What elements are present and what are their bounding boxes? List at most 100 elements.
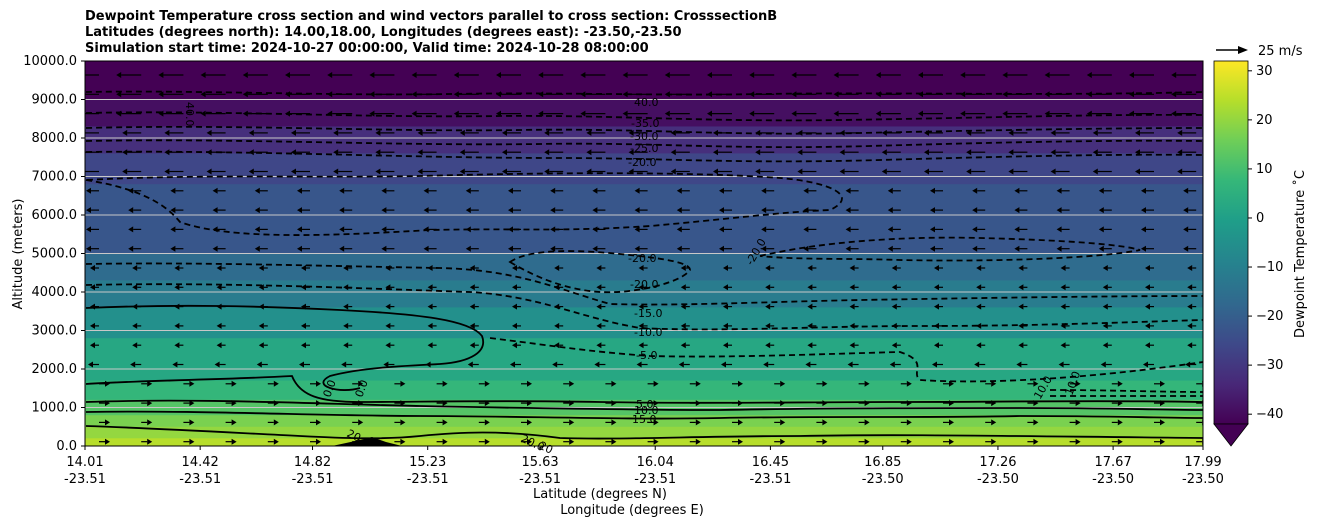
wind-arrow — [833, 72, 859, 78]
wind-arrow — [301, 342, 310, 349]
wind-arrow — [427, 303, 437, 310]
dewpoint-band — [85, 380, 1203, 401]
colorbar-tick-label: −10 — [1256, 260, 1283, 275]
wind-arrow — [1154, 438, 1165, 445]
wind-arrow — [216, 342, 226, 349]
x-tick-label-lat: 14.01 — [66, 455, 103, 470]
x-tick-label-lat: 16.45 — [752, 455, 789, 470]
wind-arrow — [375, 129, 395, 136]
wind-arrow — [459, 149, 479, 156]
wind-key-label: 25 m/s — [1258, 44, 1303, 59]
x-tick-label-lon: -23.51 — [407, 472, 449, 487]
y-tick-label: 8000.0 — [32, 131, 78, 146]
contour-label: -20.0 — [628, 156, 656, 169]
wind-arrow — [459, 129, 479, 136]
wind-arrow — [469, 284, 479, 291]
wind-arrow — [723, 265, 732, 271]
wind-arrow — [1056, 187, 1070, 194]
wind-arrow — [605, 380, 617, 387]
wind-arrow — [689, 419, 701, 426]
wind-arrow — [1135, 168, 1154, 175]
x-axis: 14.01 -23.51 14.42 -23.51 14.82 -23.51 15.23 -2… — [64, 446, 1224, 487]
wind-arrow — [1014, 207, 1028, 214]
wind-arrow — [605, 438, 617, 445]
wind-arrow — [1129, 72, 1154, 78]
contour-label: -20.0 — [628, 252, 656, 265]
wind-arrow — [976, 342, 986, 349]
wind-arrow — [469, 303, 479, 310]
wind-arrow — [297, 207, 310, 214]
wind-arrow — [849, 303, 859, 310]
wind-arrow — [1092, 129, 1112, 136]
wind-arrow — [85, 93, 99, 95]
wind-arrow — [774, 419, 786, 426]
wind-arrow — [972, 207, 986, 214]
dewpoint-band — [85, 438, 1203, 446]
x-tick-label-lon: -23.51 — [64, 472, 106, 487]
wind-arrow — [538, 72, 564, 78]
contour-label: -15.0 — [634, 307, 662, 320]
wind-arrow — [900, 400, 912, 407]
contour-dash-m15 — [85, 262, 1203, 306]
wind-arrow — [1050, 149, 1070, 156]
wind-arrow — [676, 226, 690, 233]
wind-arrow — [1002, 110, 1028, 117]
wind-arrow — [248, 168, 268, 175]
wind-arrow — [521, 419, 532, 426]
wind-arrow — [352, 380, 364, 387]
wind-arrow — [638, 322, 648, 329]
wind-arrow — [749, 91, 775, 98]
wind-arrow — [924, 149, 943, 156]
wind-arrow — [1129, 91, 1154, 98]
contour-label: 10.0 — [634, 404, 659, 417]
wind-arrow — [1060, 342, 1070, 349]
wind-arrow — [216, 265, 226, 271]
wind-arrow — [285, 110, 310, 117]
wind-arrow — [411, 72, 437, 78]
wind-arrow — [90, 303, 99, 310]
wind-arrow — [550, 187, 564, 194]
wind-arrow — [394, 419, 406, 426]
colorbar-tick-label: −20 — [1256, 309, 1283, 324]
wind-arrow — [383, 361, 395, 368]
wind-arrow — [634, 207, 648, 214]
wind-arrow — [976, 284, 986, 291]
wind-arrow — [352, 400, 364, 407]
wind-arrow — [1008, 168, 1028, 175]
contour-solid-0 — [85, 304, 485, 391]
y-axis: 0.0 1000.0 2000.0 3000.0 4000.0 5000.0 6000.0 7… — [23, 54, 85, 454]
wind-arrow — [1129, 110, 1154, 117]
chart-title-line-2: Latitudes (degrees north): 14.00,18.00, … — [85, 25, 682, 40]
wind-arrow — [369, 72, 395, 78]
wind-arrow — [732, 419, 743, 426]
wind-arrow — [385, 284, 395, 291]
wind-arrow — [394, 400, 406, 407]
wind-arrow — [732, 400, 743, 407]
colorbar: 30 20 10 0 −10 −20 −30 −40 Dewpoint Temperature… — [1213, 60, 1308, 447]
wind-arrow — [469, 265, 479, 271]
wind-arrow — [1187, 265, 1197, 271]
wind-arrow — [343, 303, 353, 310]
wind-arrow — [723, 303, 732, 310]
wind-arrow — [1060, 284, 1070, 291]
wind-arrow — [381, 187, 395, 194]
wind-arrow — [676, 245, 690, 252]
wind-arrow — [423, 226, 437, 233]
wind-arrow — [453, 110, 479, 117]
wind-arrow — [512, 303, 521, 310]
wind-arrow — [680, 342, 690, 349]
wind-arrow — [225, 400, 237, 407]
wind-arrow — [141, 419, 153, 426]
x-tick-label-lat: 16.85 — [864, 455, 901, 470]
wind-arrow — [803, 226, 817, 233]
wind-arrow — [839, 149, 859, 156]
wind-arrow — [580, 91, 606, 98]
wind-arrow — [425, 361, 437, 368]
wind-arrow — [385, 303, 395, 310]
contour-dash-m25 — [85, 139, 1203, 149]
wind-arrow — [141, 380, 153, 387]
terrain-peak — [332, 437, 402, 446]
wind-arrow — [797, 168, 817, 175]
wind-arrow — [966, 149, 986, 156]
wind-arrow — [1014, 245, 1028, 252]
